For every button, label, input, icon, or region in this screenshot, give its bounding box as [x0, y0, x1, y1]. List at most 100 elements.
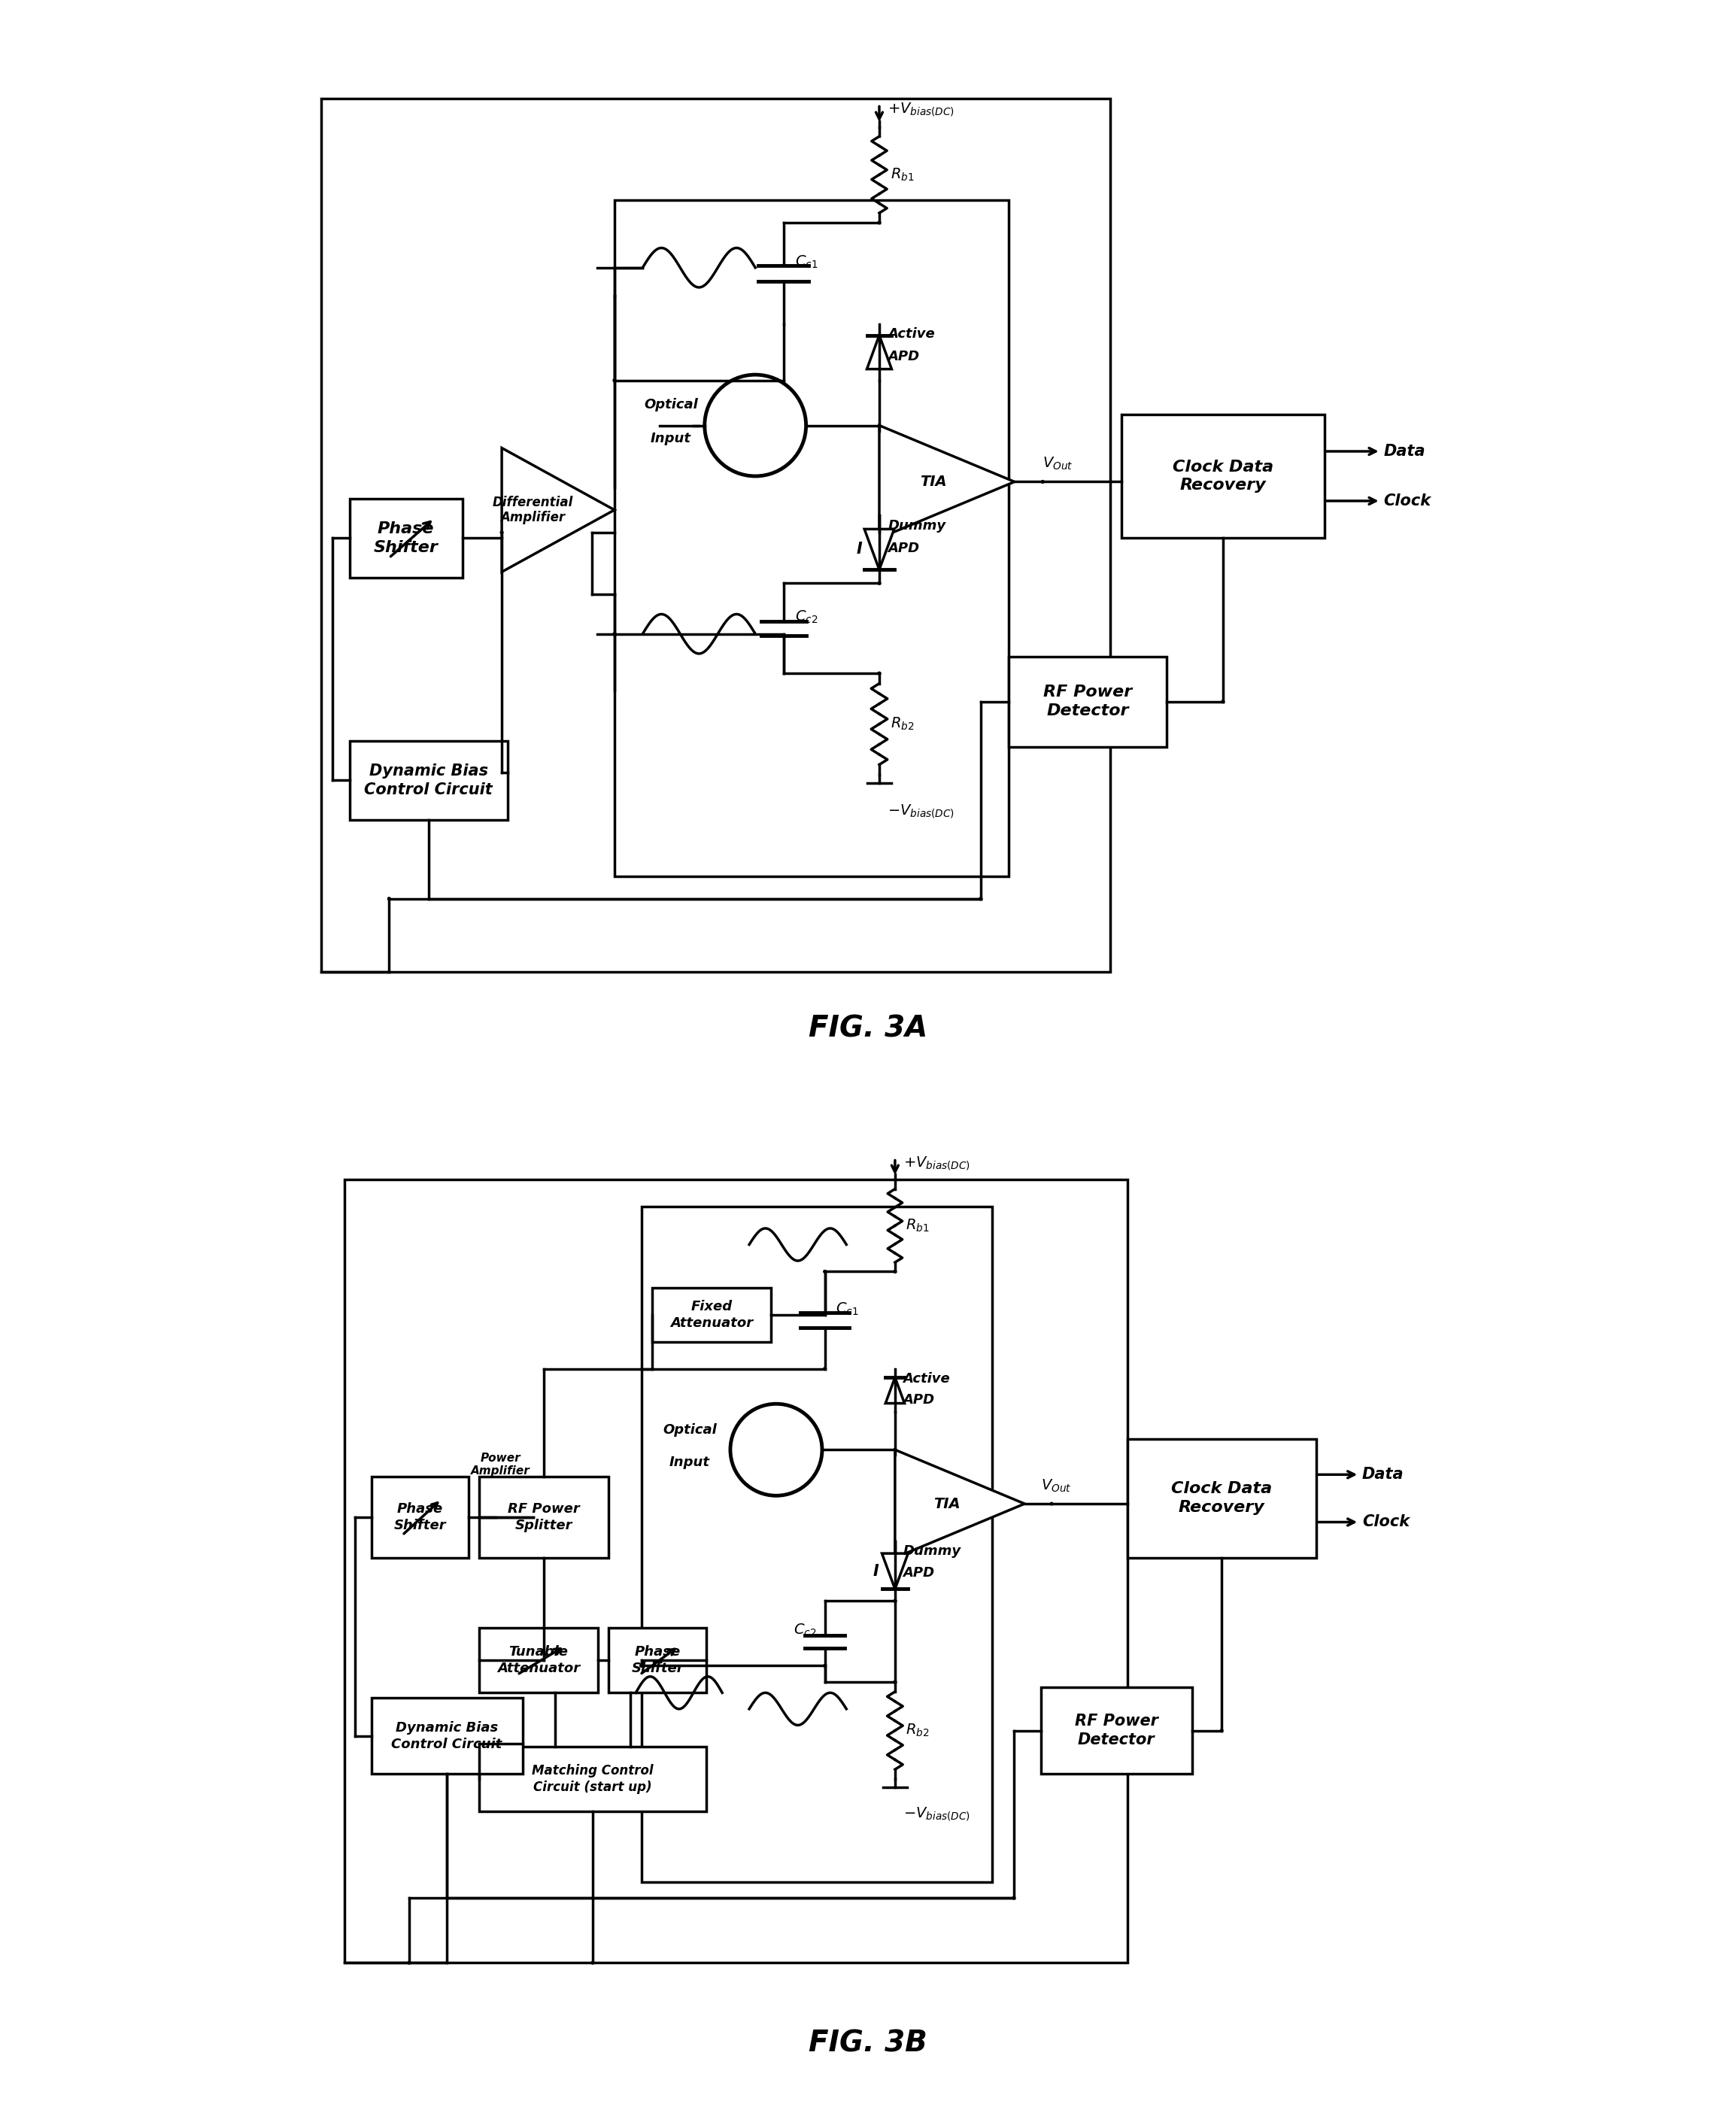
Circle shape	[613, 632, 616, 636]
Circle shape	[592, 1961, 594, 1965]
Text: Clock: Clock	[1384, 494, 1430, 509]
Bar	[344, 1179, 1127, 1963]
Circle shape	[878, 672, 880, 674]
Text: Phase
Shifter: Phase Shifter	[632, 1646, 684, 1676]
Circle shape	[823, 1367, 826, 1369]
Bar	[1127, 1439, 1316, 1557]
Text: APD: APD	[887, 541, 920, 556]
Text: RF Power
Detector: RF Power Detector	[1075, 1714, 1158, 1747]
Bar	[1009, 657, 1167, 746]
Text: $C_{c1}$: $C_{c1}$	[835, 1302, 859, 1316]
Text: Dummy: Dummy	[887, 520, 946, 532]
Circle shape	[408, 1961, 410, 1965]
Circle shape	[387, 898, 391, 900]
Polygon shape	[866, 336, 892, 370]
Text: FIG. 3B: FIG. 3B	[809, 2028, 927, 2058]
Text: Data: Data	[1384, 444, 1425, 459]
Bar	[653, 1287, 771, 1342]
Text: $-V_{bias(DC)}$: $-V_{bias(DC)}$	[887, 803, 955, 820]
Text: $R_{b1}$: $R_{b1}$	[891, 167, 915, 182]
Circle shape	[894, 1680, 896, 1684]
Bar	[1042, 1688, 1193, 1773]
Bar	[349, 742, 507, 820]
Bar	[1121, 414, 1325, 539]
Bar	[479, 1477, 609, 1557]
Text: $V_{Out}$: $V_{Out}$	[1043, 456, 1073, 471]
Polygon shape	[882, 1553, 908, 1589]
Text: Dynamic Bias
Control Circuit: Dynamic Bias Control Circuit	[391, 1720, 502, 1752]
Text: $-V_{bias(DC)}$: $-V_{bias(DC)}$	[903, 1807, 970, 1824]
Text: Fixed
Attenuator: Fixed Attenuator	[670, 1299, 753, 1329]
Text: RF Power
Detector: RF Power Detector	[1043, 685, 1132, 718]
Text: Data: Data	[1363, 1466, 1404, 1481]
Circle shape	[641, 1665, 642, 1667]
Text: Input: Input	[670, 1456, 710, 1469]
Text: Tunable
Attenuator: Tunable Attenuator	[496, 1646, 580, 1676]
Text: APD: APD	[887, 351, 920, 363]
Text: Dynamic Bias
Control Circuit: Dynamic Bias Control Circuit	[365, 763, 493, 797]
Text: TIA: TIA	[920, 475, 946, 488]
Bar	[479, 1627, 597, 1693]
Text: $R_{b2}$: $R_{b2}$	[906, 1722, 929, 1739]
Text: Phase
Shifter: Phase Shifter	[373, 522, 437, 556]
Polygon shape	[495, 1490, 533, 1545]
Polygon shape	[885, 1378, 904, 1403]
Circle shape	[894, 1270, 896, 1272]
Circle shape	[1050, 1502, 1054, 1504]
Bar	[372, 1699, 523, 1773]
Bar	[479, 1747, 707, 1811]
Text: $R_{b1}$: $R_{b1}$	[906, 1217, 929, 1234]
Text: Phase
Shifter: Phase Shifter	[394, 1502, 446, 1532]
Circle shape	[878, 222, 880, 224]
Circle shape	[1012, 1897, 1016, 1900]
Text: Clock Data
Recovery: Clock Data Recovery	[1172, 1481, 1272, 1515]
Text: FIG. 3A: FIG. 3A	[809, 1014, 927, 1042]
Text: Active: Active	[903, 1371, 950, 1386]
Text: Matching Control
Circuit (start up): Matching Control Circuit (start up)	[531, 1764, 653, 1794]
Polygon shape	[878, 425, 1014, 539]
Text: $V_{Out}$: $V_{Out}$	[1042, 1477, 1071, 1494]
Text: Power
Amplifier: Power Amplifier	[470, 1452, 531, 1477]
Circle shape	[1220, 1728, 1224, 1733]
Circle shape	[1222, 699, 1224, 704]
Text: Differential
Amplifier: Differential Amplifier	[493, 494, 573, 524]
Text: $C_{c2}$: $C_{c2}$	[793, 1623, 816, 1640]
Circle shape	[1042, 480, 1043, 484]
Bar	[609, 1627, 707, 1693]
Text: RF Power
Splitter: RF Power Splitter	[509, 1502, 580, 1532]
Text: Input: Input	[651, 431, 691, 446]
Polygon shape	[865, 528, 894, 571]
Circle shape	[979, 898, 983, 900]
Text: APD: APD	[903, 1392, 934, 1407]
Text: $C_{c2}$: $C_{c2}$	[795, 609, 818, 625]
Polygon shape	[502, 448, 615, 573]
Bar	[349, 499, 462, 577]
Text: $+V_{bias(DC)}$: $+V_{bias(DC)}$	[887, 101, 955, 118]
Circle shape	[500, 530, 503, 535]
Text: Clock Data
Recovery: Clock Data Recovery	[1172, 459, 1274, 492]
Text: Active: Active	[887, 328, 936, 340]
Text: Optical: Optical	[663, 1422, 717, 1437]
Bar	[372, 1477, 469, 1557]
Circle shape	[878, 581, 880, 585]
Bar	[615, 201, 1009, 877]
Text: Optical: Optical	[644, 397, 698, 412]
Circle shape	[894, 1600, 896, 1602]
Text: Dummy: Dummy	[903, 1545, 962, 1557]
Circle shape	[823, 1665, 826, 1667]
Text: I: I	[873, 1564, 878, 1578]
Circle shape	[731, 1403, 823, 1496]
Circle shape	[823, 1270, 826, 1272]
Polygon shape	[896, 1450, 1024, 1557]
Text: $+V_{bias(DC)}$: $+V_{bias(DC)}$	[903, 1156, 970, 1171]
Circle shape	[613, 378, 616, 382]
Circle shape	[705, 374, 806, 475]
Text: I: I	[856, 541, 863, 558]
Text: $R_{b2}$: $R_{b2}$	[891, 716, 915, 731]
Text: TIA: TIA	[934, 1496, 960, 1511]
Bar	[321, 99, 1111, 972]
Bar	[641, 1207, 993, 1883]
Text: Clock: Clock	[1363, 1515, 1410, 1530]
Text: APD: APD	[903, 1566, 934, 1581]
Text: $C_{c1}$: $C_{c1}$	[795, 254, 818, 270]
